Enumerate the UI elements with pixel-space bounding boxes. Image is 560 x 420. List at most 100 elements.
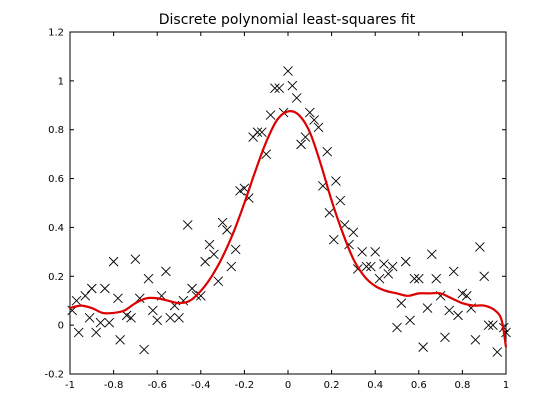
data-point-marker — [174, 312, 184, 323]
data-point-marker — [73, 327, 84, 338]
data-point-marker — [71, 295, 82, 306]
data-point-marker — [200, 256, 210, 267]
data-point-marker — [400, 256, 411, 267]
x-tick-label: 0.8 — [454, 380, 470, 391]
data-point-marker — [222, 225, 232, 235]
data-point-marker — [121, 310, 132, 321]
data-point-marker — [274, 83, 285, 94]
x-tick-label: -0.6 — [147, 380, 167, 391]
scatter-layer — [67, 66, 511, 357]
data-point-marker — [209, 249, 219, 260]
data-point-marker — [100, 283, 110, 294]
data-point-marker — [422, 303, 433, 313]
data-point-marker — [328, 234, 339, 245]
x-tick-label: 0 — [285, 380, 291, 391]
data-point-marker — [104, 317, 115, 328]
x-tick-label: -0.8 — [104, 380, 124, 391]
line-layer — [69, 110, 508, 348]
y-tick-label: -0.2 — [44, 370, 64, 381]
data-point-marker — [392, 322, 402, 333]
data-point-marker — [86, 283, 97, 294]
y-tick-label: 0 — [58, 321, 64, 332]
data-point-marker — [187, 283, 197, 294]
chart-title: Discrete polynomial least-squares fit — [159, 12, 416, 28]
data-point-marker — [235, 185, 245, 196]
data-point-marker — [182, 220, 193, 230]
x-tick-label: 0.2 — [324, 380, 340, 391]
y-tick-label: 0.6 — [48, 174, 64, 185]
data-point-marker — [492, 347, 503, 357]
data-point-marker — [152, 315, 163, 326]
data-point-marker — [283, 66, 293, 76]
data-point-marker — [409, 273, 420, 284]
data-point-marker — [126, 312, 136, 323]
data-point-marker — [313, 122, 324, 133]
data-point-marker — [361, 261, 372, 272]
x-tick-label: -1 — [65, 380, 75, 391]
data-point-marker — [448, 266, 459, 277]
data-point-marker — [440, 332, 450, 343]
y-tick-label: 0.2 — [48, 272, 64, 283]
data-point-marker — [379, 259, 389, 269]
data-point-marker — [383, 269, 394, 279]
x-tick-label: 0.6 — [411, 380, 427, 391]
data-point-marker — [413, 273, 424, 284]
data-point-marker — [165, 312, 176, 323]
x-tick-label: 0.4 — [367, 380, 383, 391]
data-point-marker — [483, 320, 494, 330]
data-point-marker — [331, 176, 341, 186]
data-point-marker — [431, 273, 442, 284]
data-point-marker — [148, 305, 158, 316]
data-point-marker — [304, 107, 315, 118]
data-point-marker — [470, 334, 481, 345]
data-point-marker — [108, 256, 119, 267]
data-point-marker — [213, 276, 224, 286]
data-point-marker — [322, 146, 333, 157]
data-point-marker — [324, 207, 335, 218]
data-point-marker — [143, 273, 154, 284]
data-point-marker — [335, 195, 346, 206]
data-point-marker — [475, 242, 485, 252]
data-point-marker — [115, 334, 125, 345]
data-point-marker — [130, 254, 141, 265]
x-tick-label: -0.2 — [235, 380, 255, 391]
data-point-marker — [204, 239, 215, 250]
data-point-marker — [217, 217, 228, 228]
data-point-marker — [95, 317, 106, 328]
data-point-marker — [387, 261, 398, 272]
data-point-marker — [370, 247, 381, 257]
data-point-marker — [444, 305, 455, 316]
data-point-marker — [161, 266, 171, 277]
data-point-marker — [357, 247, 367, 257]
data-point-marker — [84, 312, 95, 323]
data-point-marker — [488, 320, 498, 330]
data-point-marker — [479, 271, 490, 282]
data-point-marker — [80, 291, 91, 301]
ticks-layer: -1 -0.8 -0.6 -0.4 -0.2 0 0.2 0.4 0.6 0.8 1 -0.2 0 0.2… — [44, 28, 509, 392]
data-point-marker — [252, 127, 263, 137]
y-tick-label: 1 — [58, 76, 64, 87]
y-tick-label: 1.2 — [48, 28, 64, 39]
x-tick-label: -0.4 — [191, 380, 211, 391]
data-point-marker — [309, 115, 319, 125]
y-tick-label: 0.4 — [48, 223, 64, 234]
data-point-marker — [396, 298, 407, 308]
data-point-marker — [457, 288, 468, 299]
data-point-marker — [91, 327, 101, 338]
fit-curve-line — [69, 110, 508, 348]
data-point-marker — [461, 291, 472, 301]
data-point-marker — [453, 310, 463, 321]
data-point-marker — [287, 80, 298, 91]
data-point-marker — [405, 315, 415, 326]
data-point-marker — [113, 293, 123, 304]
x-tick-label: 1 — [503, 380, 509, 391]
data-point-marker — [139, 344, 149, 355]
data-point-marker — [257, 127, 267, 137]
data-point-marker — [348, 227, 359, 238]
data-point-marker — [300, 132, 311, 142]
data-point-marker — [270, 83, 280, 94]
y-tick-label: 0.8 — [48, 125, 64, 136]
data-point-marker — [427, 249, 437, 260]
